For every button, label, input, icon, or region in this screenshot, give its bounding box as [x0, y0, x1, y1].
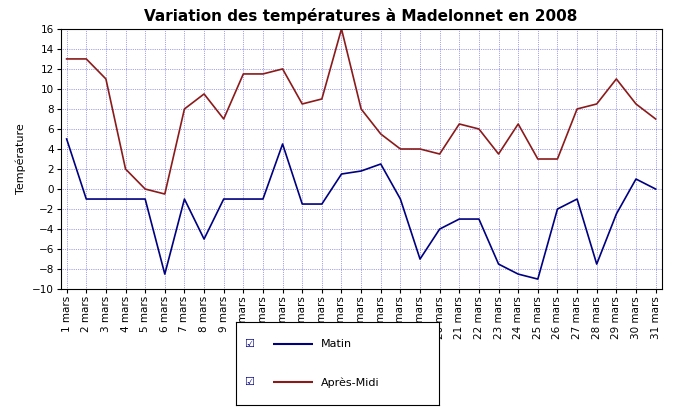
- Text: ☑: ☑: [244, 377, 254, 387]
- Text: Matin: Matin: [321, 339, 352, 349]
- Text: ☑: ☑: [244, 339, 254, 349]
- Text: Après-Midi: Après-Midi: [321, 377, 380, 388]
- Y-axis label: Température: Température: [16, 123, 26, 195]
- Title: Variation des températures à Madelonnet en 2008: Variation des températures à Madelonnet …: [144, 7, 578, 24]
